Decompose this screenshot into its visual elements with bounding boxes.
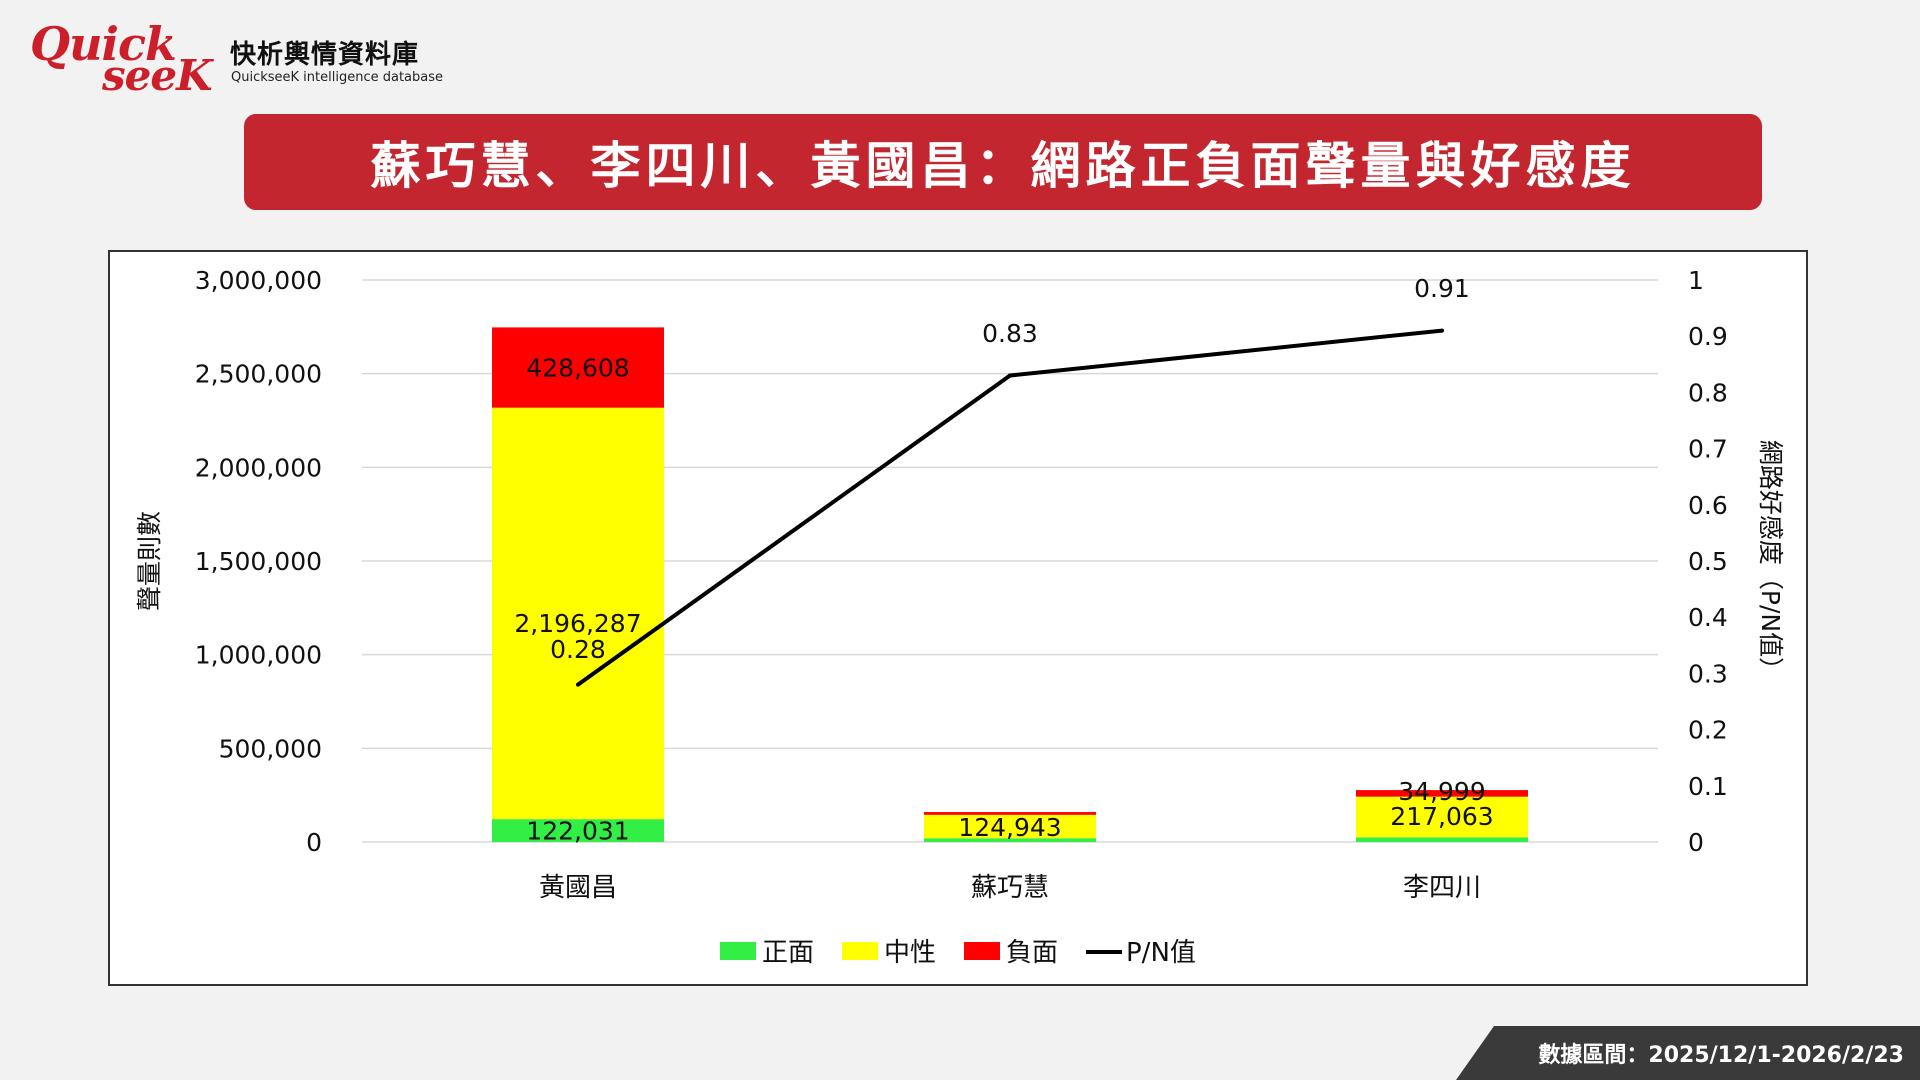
bar-segment [492,819,664,842]
pn-point [1008,373,1012,378]
title-banner: 蘇巧慧、李四川、黃國昌：網路正負面聲量與好感度 [244,114,1762,210]
y2-tick-label: 1 [1688,266,1704,295]
legend-label: P/N值 [1126,938,1196,968]
bar-data-label: 428,608 [526,354,629,383]
y-tick-label: 2,500,000 [195,360,322,389]
logo-name-en: QuickseeK intelligence database [231,70,444,85]
pn-data-label: 0.83 [982,319,1038,348]
bar-segment [1356,790,1528,797]
bar-data-label: 122,031 [526,817,629,846]
bar-data-label: 217,063 [1390,802,1493,831]
logo-name-cn: 快析輿情資料庫 [230,40,420,70]
legend-swatch [720,942,756,960]
date-range-text: 數據區間：2025/12/1-2026/2/23 [1538,1043,1904,1068]
y2-tick-label: 0.1 [1688,772,1728,801]
y-tick-label: 3,000,000 [195,266,322,295]
bar-segment [924,838,1096,842]
combo-chart: 3,000,000 2,500,000 2,000,000 1,500,000 1,00… [135,266,1785,968]
x-tick-label: 蘇巧慧 [971,873,1049,903]
y-tick-label: 1,000,000 [195,641,322,670]
legend-label: 負面 [1006,938,1058,968]
y-tick-label: 2,000,000 [195,453,322,482]
legend-label: 正面 [762,938,814,968]
y2-tick-label: 0.4 [1688,603,1728,632]
pn-point [576,682,580,687]
chart-panel: 3,000,000 2,500,000 2,000,000 1,500,000 1,00… [108,250,1808,986]
y-tick-label: 0 [306,828,322,857]
bar-segment [1356,837,1528,842]
bar-data-label: 34,999 [1398,777,1485,806]
x-tick-label: 黃國昌 [539,873,617,903]
x-tick-label: 李四川 [1403,873,1481,903]
legend-swatch [964,942,1000,960]
y2-tick-label: 0.5 [1688,547,1728,576]
quickseek-logo: Quick seeK 快析輿情資料庫 QuickseeK intelligenc… [30,20,450,100]
bar-segment [492,407,664,820]
bar-data-label: 2,196,287 [514,609,641,638]
logo-brand-line1: Quick [30,17,177,71]
legend-swatch [842,942,878,960]
page-title: 蘇巧慧、李四川、黃國昌：網路正負面聲量與好感度 [370,137,1636,195]
bar-segment [1356,796,1528,838]
y-tick-label: 1,500,000 [195,547,322,576]
logo-brand-line2: seeK [102,51,213,100]
y2-axis-title: 網路好感度（P/N值） [1756,440,1785,682]
y2-tick-label: 0.7 [1688,435,1728,464]
bar-segment [924,814,1096,839]
pn-point [1440,328,1444,333]
y-tick-label: 500,000 [219,734,322,763]
legend-label: 中性 [884,938,936,968]
y2-tick-label: 0.8 [1688,378,1728,407]
y2-tick-label: 0.2 [1688,716,1728,745]
bar-segment [924,812,1096,815]
pn-data-label: 0.91 [1414,274,1470,303]
pn-data-label: 0.28 [550,635,606,664]
y-axis-title: 聲量則數 [135,511,164,611]
bar-data-label: 124,943 [958,813,1061,842]
bar-segment [492,327,664,408]
y2-tick-label: 0.6 [1688,491,1728,520]
y2-tick-label: 0 [1688,828,1704,857]
pn-line [576,328,1443,687]
y2-tick-label: 0.3 [1688,659,1728,688]
y2-tick-label: 0.9 [1688,322,1728,351]
date-range-footer: 數據區間：2025/12/1-2026/2/23 [1456,1026,1920,1080]
